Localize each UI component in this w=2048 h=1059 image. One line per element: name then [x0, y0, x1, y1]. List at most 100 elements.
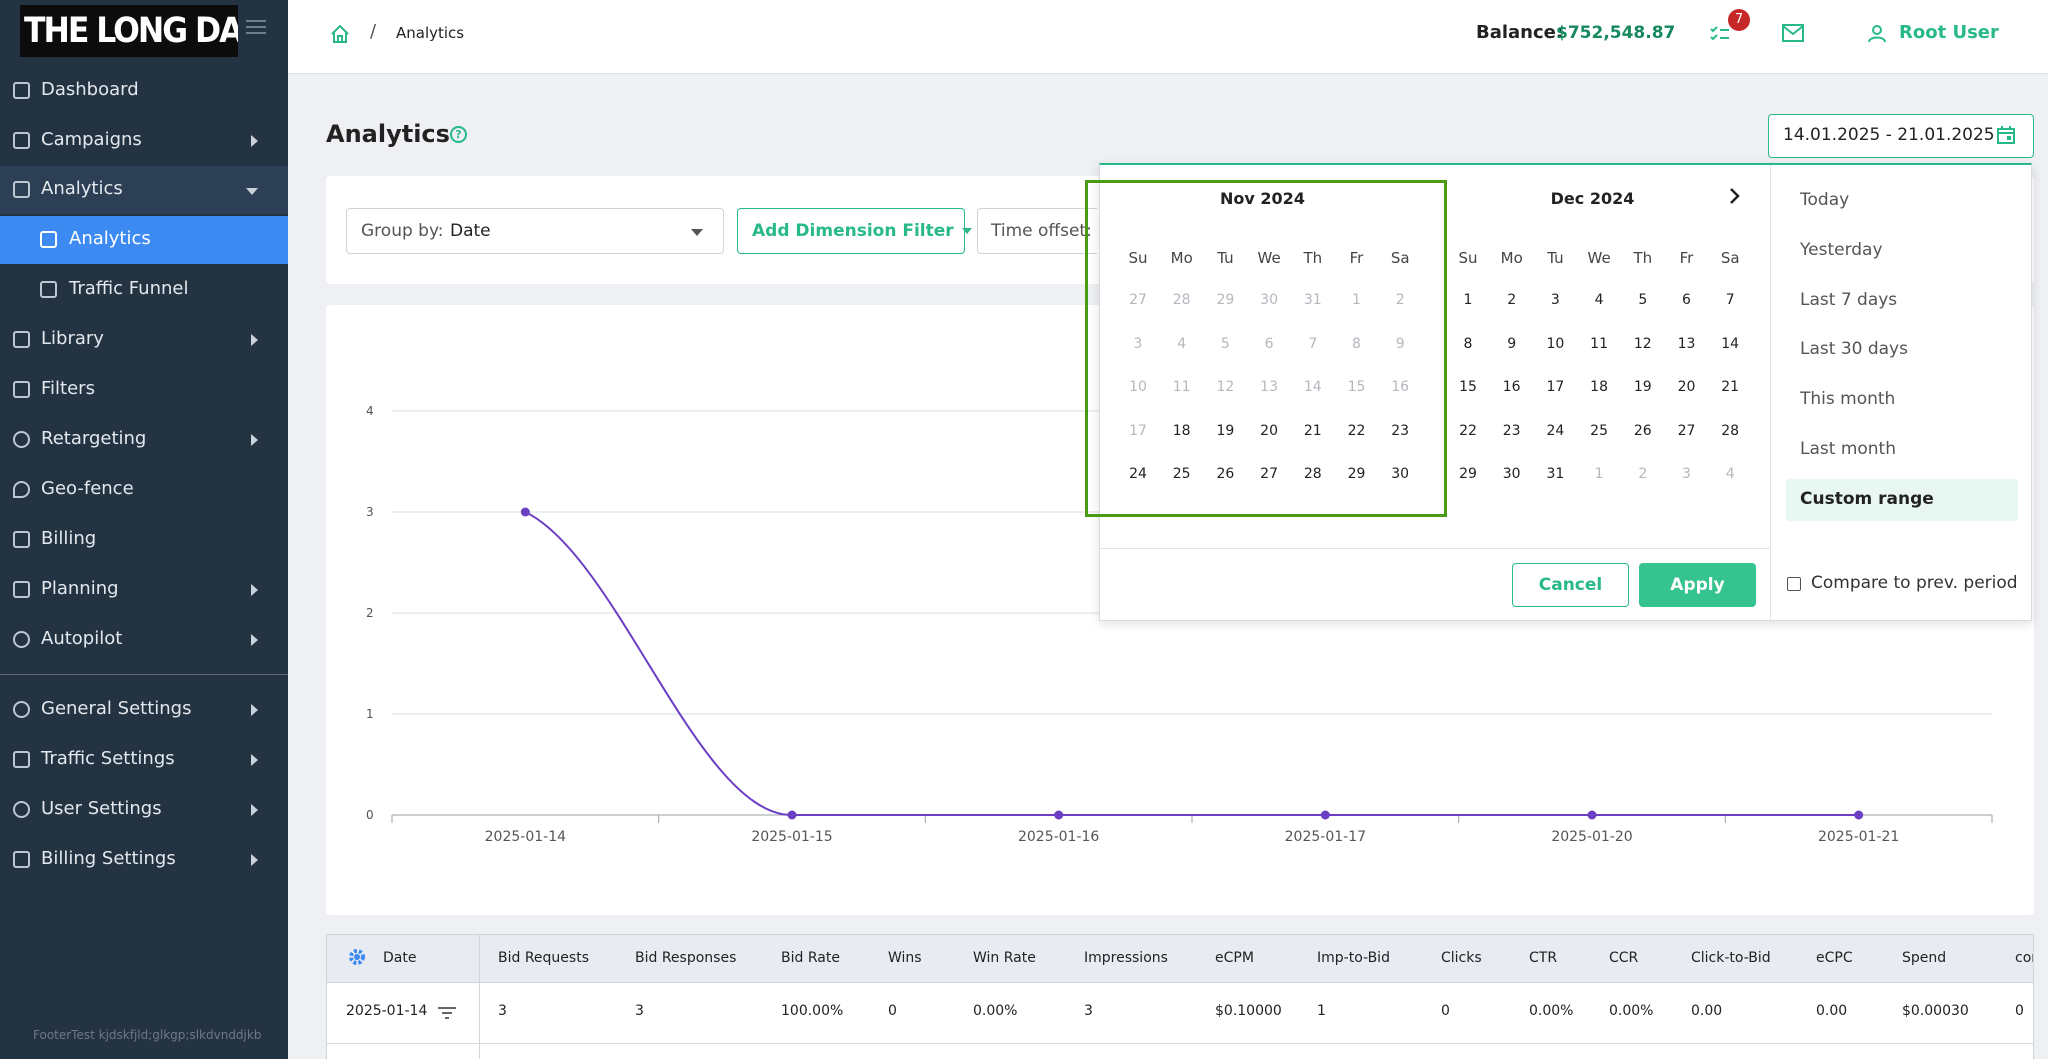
sidebar-item-user-settings[interactable]: User Settings — [0, 786, 288, 834]
calendar-icon[interactable] — [1996, 125, 2016, 145]
calendar-day[interactable]: 23 — [1502, 422, 1521, 439]
calendar-day[interactable]: 14 — [1721, 335, 1740, 352]
calendar-day[interactable]: 21 — [1303, 422, 1322, 439]
column-header[interactable]: Click-to-Bid — [1691, 950, 1771, 966]
sidebar-item-retargeting[interactable]: Retargeting — [0, 416, 288, 464]
calendar-day[interactable]: 20 — [1677, 379, 1696, 396]
calendar-day[interactable]: 27 — [1677, 422, 1696, 439]
cancel-button[interactable]: Cancel — [1512, 563, 1629, 607]
calendar-day[interactable]: 6 — [1682, 292, 1691, 308]
tasks-icon[interactable] — [1708, 22, 1732, 46]
calendar-day[interactable]: 16 — [1502, 379, 1521, 396]
column-header[interactable]: eCPM — [1215, 950, 1254, 966]
calendar-day[interactable]: 5 — [1638, 292, 1648, 308]
data-point[interactable] — [1320, 810, 1330, 820]
column-header[interactable]: Date — [383, 950, 417, 966]
column-header[interactable]: CCR — [1609, 950, 1639, 966]
sidebar-item-campaigns[interactable]: Campaigns — [0, 117, 288, 165]
range-option[interactable]: Yesterday — [1800, 239, 1883, 260]
data-point[interactable] — [520, 507, 530, 517]
calendar-day[interactable]: 7 — [1725, 292, 1735, 308]
calendar-day[interactable]: 22 — [1347, 422, 1366, 439]
sidebar-item-planning[interactable]: Planning — [0, 566, 288, 614]
calendar-day[interactable]: 22 — [1459, 422, 1477, 439]
calendar-day[interactable]: 30 — [1391, 466, 1410, 483]
sidebar-item-general-settings[interactable]: General Settings — [0, 686, 288, 734]
calendar-day[interactable]: 18 — [1590, 379, 1608, 396]
sidebar-item-geo-fence[interactable]: Geo-fence — [0, 466, 288, 514]
calendar-day[interactable]: 4 — [1594, 292, 1604, 308]
calendar-day[interactable]: 24 — [1129, 466, 1147, 483]
column-header[interactable]: Bid Responses — [635, 950, 737, 966]
sidebar-item-billing-settings[interactable]: Billing Settings — [0, 836, 288, 884]
user-menu[interactable]: Root User — [1899, 22, 1999, 43]
column-header[interactable]: comp — [2015, 950, 2033, 966]
brand-logo[interactable]: THE LONG DARK — [20, 5, 238, 57]
mail-icon[interactable] — [1782, 24, 1804, 42]
filter-lines-icon[interactable] — [437, 1006, 457, 1020]
chevron-right-icon[interactable] — [1726, 187, 1742, 205]
help-icon[interactable]: ? — [450, 126, 467, 143]
calendar-day[interactable]: 20 — [1260, 422, 1278, 439]
calendar-day[interactable]: 21 — [1721, 379, 1740, 396]
column-header[interactable]: Bid Rate — [781, 950, 840, 966]
compare-checkbox[interactable] — [1787, 577, 1801, 591]
calendar-day[interactable]: 28 — [1303, 466, 1322, 483]
calendar-day[interactable]: 25 — [1590, 422, 1608, 439]
date-range-input[interactable]: 14.01.2025 - 21.01.2025 — [1768, 114, 2034, 158]
range-option[interactable]: Last 30 days — [1800, 339, 1908, 360]
menu-toggle-icon[interactable] — [246, 20, 266, 34]
sidebar-item-analytics[interactable]: Analytics — [0, 216, 288, 264]
sidebar-item-autopilot[interactable]: Autopilot — [0, 616, 288, 664]
calendar-day[interactable]: 1 — [1463, 292, 1473, 308]
calendar-day[interactable]: 13 — [1677, 335, 1696, 352]
column-header[interactable]: eCPC — [1816, 950, 1853, 966]
column-header[interactable]: Wins — [888, 950, 922, 966]
calendar-day[interactable]: 8 — [1463, 335, 1473, 352]
group-by-select[interactable]: Group by: Date — [346, 208, 724, 254]
range-option[interactable]: Last month — [1800, 439, 1896, 459]
range-option[interactable]: This month — [1800, 389, 1896, 410]
range-option[interactable]: Today — [1800, 190, 1850, 210]
sidebar-item-billing[interactable]: Billing — [0, 516, 288, 564]
calendar-day[interactable]: 23 — [1391, 422, 1410, 439]
range-option[interactable]: Custom range — [1786, 478, 2018, 521]
calendar-day[interactable]: 12 — [1633, 335, 1652, 352]
column-header[interactable]: Bid Requests — [498, 950, 589, 966]
calendar-day[interactable]: 26 — [1216, 466, 1235, 483]
range-option[interactable]: Last 7 days — [1800, 289, 1898, 310]
calendar-day[interactable]: 31 — [1546, 466, 1565, 483]
calendar-day[interactable]: 2 — [1507, 292, 1517, 308]
calendar-day[interactable]: 29 — [1459, 466, 1477, 483]
column-header[interactable]: Imp-to-Bid — [1317, 950, 1390, 966]
column-header[interactable]: Impressions — [1084, 950, 1168, 966]
calendar-day[interactable]: 10 — [1546, 335, 1565, 352]
calendar-day[interactable]: 11 — [1590, 335, 1608, 352]
home-icon[interactable] — [330, 24, 350, 44]
sidebar-item-analytics-group[interactable]: Analytics — [0, 166, 288, 214]
data-point[interactable] — [1854, 810, 1864, 820]
sidebar-item-library[interactable]: Library — [0, 316, 288, 364]
calendar-day[interactable]: 15 — [1459, 379, 1477, 396]
column-header[interactable]: Win Rate — [973, 950, 1036, 966]
calendar-day[interactable]: 19 — [1216, 422, 1235, 439]
calendar-day[interactable]: 25 — [1172, 466, 1191, 483]
calendar-day[interactable]: 27 — [1260, 466, 1278, 483]
gear-icon[interactable] — [347, 947, 367, 967]
calendar-day[interactable]: 18 — [1172, 422, 1191, 439]
column-header[interactable]: CTR — [1529, 950, 1558, 966]
data-point[interactable] — [1587, 810, 1597, 820]
sidebar-item-traffic-settings[interactable]: Traffic Settings — [0, 736, 288, 784]
data-point[interactable] — [787, 810, 797, 820]
sidebar-item-filters[interactable]: Filters — [0, 366, 288, 414]
calendar-day[interactable]: 26 — [1633, 422, 1652, 439]
apply-button[interactable]: Apply — [1639, 563, 1756, 607]
sidebar-item-traffic-funnel[interactable]: Traffic Funnel — [0, 266, 288, 314]
calendar-day[interactable]: 30 — [1502, 466, 1521, 483]
sidebar-item-dashboard[interactable]: Dashboard — [0, 67, 288, 115]
data-point[interactable] — [1054, 810, 1064, 820]
calendar-day[interactable]: 28 — [1721, 422, 1740, 439]
column-header[interactable]: Clicks — [1441, 950, 1482, 966]
calendar-day[interactable]: 3 — [1550, 292, 1560, 308]
calendar-day[interactable]: 24 — [1546, 422, 1565, 439]
